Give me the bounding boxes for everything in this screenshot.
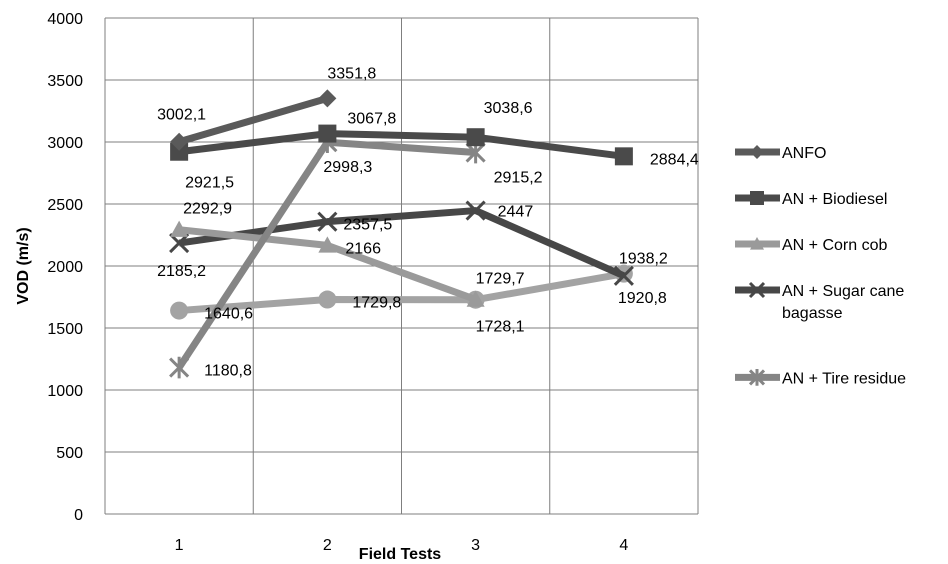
data-point: [318, 290, 337, 309]
x-axis-title: Field Tests: [359, 546, 441, 563]
data-label: 2884,4: [650, 151, 699, 168]
legend-label-cont: bagasse: [782, 305, 843, 322]
data-label: 3038,6: [484, 100, 533, 117]
data-point: [170, 301, 189, 320]
y-tick-label: 0: [74, 507, 83, 524]
data-labels: 3002,1 3351,8 2921,5 3067,8 3038,6 2884,4 2292…: [157, 65, 699, 379]
y-tick-label: 1000: [47, 383, 83, 400]
legend-label: AN + Sugar cane: [782, 283, 904, 300]
data-label: 3351,8: [327, 65, 376, 82]
series-0: [170, 89, 337, 151]
data-label: 2357,5: [343, 217, 392, 234]
legend-label: ANFO: [782, 145, 826, 162]
legend-item: ANFO: [735, 145, 826, 162]
x-tick-label: 4: [619, 537, 628, 554]
x-tick-label: 2: [323, 537, 332, 554]
data-label: 2915,2: [494, 170, 543, 187]
data-label: 1938,2: [619, 251, 668, 268]
legend: ANFO AN + Biodiesel AN + Corn cob AN + Suga…: [735, 145, 906, 387]
data-label: 3002,1: [157, 107, 206, 124]
data-label: 2998,3: [323, 159, 372, 176]
series-group: [169, 89, 634, 379]
x-tick-label: 1: [175, 537, 184, 554]
data-label: 2292,9: [183, 201, 232, 218]
series-line: [178, 95, 329, 146]
y-axis-title: VOD (m/s): [15, 227, 32, 304]
legend-item: AN + Sugar cane bagasse: [735, 281, 904, 322]
series-2: [170, 220, 485, 307]
y-tick-label: 500: [56, 445, 83, 462]
grid-lines: [104, 17, 699, 515]
series-1: [170, 124, 633, 166]
y-tick-label: 3000: [47, 135, 83, 152]
data-label: 1729,8: [352, 295, 401, 312]
data-label: 1728,1: [476, 319, 525, 336]
y-tick-label: 4000: [47, 11, 83, 28]
data-point: [613, 265, 634, 286]
data-label: 1729,7: [476, 271, 525, 288]
y-tick-label: 1500: [47, 321, 83, 338]
data-label: 2185,2: [157, 263, 206, 280]
y-tick-label: 2500: [47, 197, 83, 214]
y-axis-ticks: 0 500 1000 1500 2000 2500 3000 3500 4000: [47, 11, 83, 524]
legend-item: AN + Tire residue: [735, 369, 906, 387]
data-label: 3067,8: [347, 111, 396, 128]
legend-item: AN + Corn cob: [735, 237, 887, 254]
data-label: 2921,5: [185, 175, 234, 192]
series-line: [178, 207, 626, 280]
data-point: [318, 89, 337, 108]
legend-label: AN + Biodiesel: [782, 191, 887, 208]
legend-swatch-marker: [750, 191, 764, 205]
legend-swatch-marker: [748, 369, 766, 386]
data-point: [318, 236, 337, 253]
x-axis-ticks: 1 2 3 4: [175, 537, 629, 554]
data-label: 2447: [498, 204, 534, 221]
data-label: 2166: [345, 240, 381, 257]
legend-label: AN + Tire residue: [782, 370, 906, 387]
y-tick-label: 3500: [47, 73, 83, 90]
data-point: [170, 142, 189, 161]
data-point: [169, 232, 190, 254]
y-tick-label: 2000: [47, 259, 83, 276]
x-tick-label: 3: [471, 537, 480, 554]
legend-item: AN + Biodiesel: [735, 191, 887, 208]
data-label: 1180,8: [204, 363, 252, 380]
legend-swatch-marker: [750, 145, 764, 159]
data-label: 1920,8: [618, 290, 667, 307]
series-line: [178, 270, 625, 315]
data-point: [466, 128, 485, 147]
data-point: [614, 147, 633, 166]
data-point: [317, 211, 338, 232]
series-3: [169, 200, 634, 286]
legend-label: AN + Corn cob: [782, 237, 887, 254]
data-point: [169, 356, 190, 379]
data-point: [465, 200, 486, 221]
data-point: [466, 290, 485, 307]
data-point: [318, 124, 337, 143]
series-line: [178, 130, 625, 160]
data-point: [170, 132, 189, 151]
data-label: 1640,6: [204, 306, 253, 323]
legend-swatch-marker: [748, 281, 766, 299]
legend-swatch-marker: [750, 237, 764, 250]
data-point: [170, 220, 189, 237]
